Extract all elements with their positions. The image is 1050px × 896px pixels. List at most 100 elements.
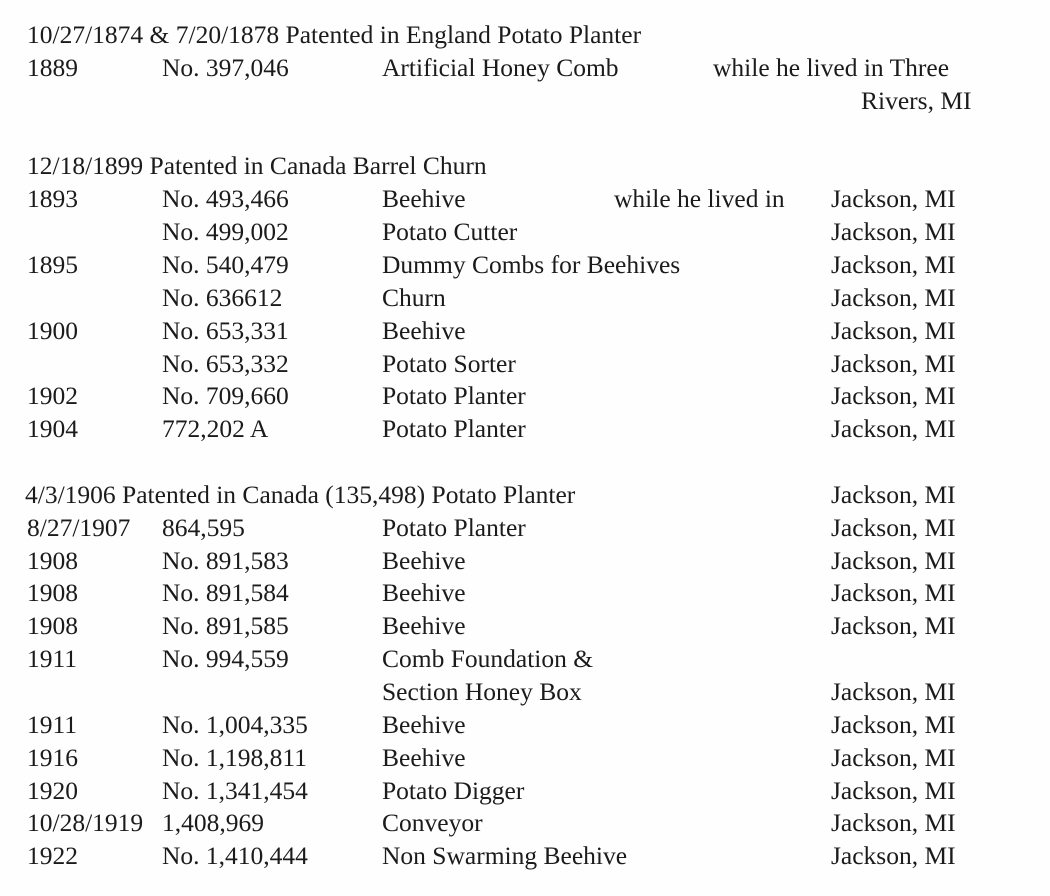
location-cell: Jackson, MI — [831, 841, 956, 871]
location-cell: Jackson, MI — [831, 479, 956, 509]
patent-number-cell: No. 709,660 — [162, 381, 289, 411]
patent-row: 1895 No. 540,479 Dummy Combs for Beehives J… — [0, 248, 1050, 281]
description-cell: Comb Foundation & — [382, 644, 594, 674]
location-cell: Jackson, MI — [831, 611, 956, 641]
patent-number-cell: No. 891,585 — [162, 611, 289, 641]
freeform-text: 10/27/1874 & 7/20/1878 Patented in Engla… — [27, 20, 642, 49]
patent-row: 1893 No. 493,466 Beehive while he lived in J… — [0, 182, 1050, 215]
patent-row: 8/27/1907 864,595 Potato Planter Jackson, M… — [0, 511, 1050, 544]
patent-number-cell: No. 1,410,444 — [162, 841, 308, 871]
location-cell: Rivers, MI — [861, 85, 972, 115]
description-cell: Beehive — [382, 742, 466, 772]
location-cell: Jackson, MI — [831, 348, 956, 378]
year-cell: 1889 — [27, 52, 78, 82]
year-cell: 10/28/1919 — [27, 808, 144, 838]
patent-continuation-row: Rivers, MI — [0, 84, 1050, 117]
patent-heading-row: 10/27/1874 & 7/20/1878 Patented in Engla… — [0, 18, 1050, 51]
location-cell: Jackson, MI — [831, 184, 956, 214]
patent-row: 1911 No. 1,004,335 Beehive Jackson, MI — [0, 708, 1050, 741]
patent-row: No. 636612 Churn Jackson, MI — [0, 281, 1050, 314]
patent-row: No. 499,002 Potato Cutter Jackson, MI — [0, 215, 1050, 248]
note-cell: while he lived in Three — [713, 52, 950, 82]
location-cell: Jackson, MI — [831, 578, 956, 608]
location-cell: Jackson, MI — [831, 217, 956, 247]
location-cell: Jackson, MI — [831, 282, 956, 312]
patent-row: 1900 No. 653,331 Beehive Jackson, MI — [0, 314, 1050, 347]
year-cell: 1920 — [27, 775, 78, 805]
year-cell: 1908 — [27, 611, 78, 641]
location-cell: Jackson, MI — [831, 808, 956, 838]
location-cell: Jackson, MI — [831, 709, 956, 739]
description-cell: Beehive — [382, 184, 466, 214]
description-cell: Potato Planter — [382, 414, 526, 444]
year-cell: 1908 — [27, 578, 78, 608]
note-cell: while he lived in — [614, 184, 785, 214]
year-cell: 1908 — [27, 545, 78, 575]
description-cell: Conveyor — [382, 808, 483, 838]
patent-row: 1889 No. 397,046 Artificial Honey Comb whil… — [0, 51, 1050, 84]
patent-row: 10/28/1919 1,408,969 Conveyor Jackson, MI — [0, 806, 1050, 839]
description-cell: Dummy Combs for Beehives — [382, 249, 681, 279]
patent-row: 1908 No. 891,584 Beehive Jackson, MI — [0, 576, 1050, 609]
description-cell: Churn — [382, 282, 446, 312]
description-cell: Artificial Honey Comb — [382, 52, 619, 82]
patent-number-cell: No. 891,583 — [162, 545, 289, 575]
location-cell: Jackson, MI — [831, 249, 956, 279]
year-cell: 1895 — [27, 249, 78, 279]
patent-number-cell: No. 1,004,335 — [162, 709, 308, 739]
description-cell: Beehive — [382, 578, 466, 608]
location-cell: Jackson, MI — [831, 775, 956, 805]
year-cell: 1904 — [27, 414, 78, 444]
description-cell: Beehive — [382, 315, 466, 345]
year-cell: 1902 — [27, 381, 78, 411]
patent-number-cell: No. 493,466 — [162, 184, 289, 214]
patent-number-cell: No. 653,332 — [162, 348, 289, 378]
location-cell: Jackson, MI — [831, 677, 956, 706]
patent-continuation-row: Section Honey Box Jackson, MI — [0, 675, 1050, 708]
location-cell: Jackson, MI — [831, 414, 956, 444]
patent-row: 1908 No. 891,583 Beehive Jackson, MI — [0, 544, 1050, 577]
location-cell: Jackson, MI — [831, 315, 956, 345]
freeform-text: 12/18/1899 Patented in Canada Barrel Chu… — [27, 151, 487, 181]
patent-number-cell: No. 1,198,811 — [162, 742, 307, 772]
patent-row: 1920 No. 1,341,454 Potato Digger Jackson, M… — [0, 774, 1050, 807]
patent-number-cell: No. 540,479 — [162, 249, 289, 279]
year-cell: 8/27/1907 — [27, 512, 131, 542]
location-cell: Jackson, MI — [831, 545, 956, 575]
patent-number-cell: 1,408,969 — [162, 808, 264, 838]
patent-number-cell: No. 397,046 — [162, 52, 289, 82]
year-cell: 1911 — [27, 644, 78, 674]
year-cell: 1916 — [27, 742, 78, 772]
description-cell: Beehive — [382, 545, 466, 575]
patent-number-cell: No. 636612 — [162, 282, 283, 312]
year-cell: 1922 — [27, 841, 78, 871]
patent-heading-row: 12/18/1899 Patented in Canada Barrel Chu… — [0, 149, 1050, 182]
description-cell: Potato Sorter — [382, 348, 516, 378]
description-cell: Non Swarming Beehive — [382, 841, 628, 871]
location-cell: Jackson, MI — [831, 381, 956, 411]
location-cell: Jackson, MI — [831, 512, 956, 542]
patent-number-cell: No. 499,002 — [162, 217, 289, 247]
description-cell: Beehive — [382, 709, 466, 739]
patent-row: 1908 No. 891,585 Beehive Jackson, MI — [0, 609, 1050, 642]
year-cell: 1911 — [27, 709, 78, 739]
description-cell: Beehive — [382, 611, 466, 641]
description-cell: Section Honey Box — [382, 677, 582, 706]
patent-row: 1902 No. 709,660 Potato Planter Jackson, MI — [0, 379, 1050, 412]
freeform-text: 4/3/1906 Patented in Canada (135,498) Po… — [25, 479, 576, 509]
patent-row: No. 653,332 Potato Sorter Jackson, MI — [0, 347, 1050, 380]
description-cell: Potato Cutter — [382, 217, 518, 247]
patent-number-cell: No. 994,559 — [162, 644, 289, 674]
patent-row: 1911 No. 994,559 Comb Foundation & — [0, 642, 1050, 675]
patent-number-cell: No. 1,341,454 — [162, 775, 308, 805]
patent-row: 1922 No. 1,410,444 Non Swarming Beehive Jac… — [0, 839, 1050, 872]
patent-row: 1904 772,202 A Potato Planter Jackson, MI — [0, 412, 1050, 445]
patent-row: 1916 No. 1,198,811 Beehive Jackson, MI — [0, 741, 1050, 774]
description-cell: Potato Digger — [382, 775, 525, 805]
location-cell: Jackson, MI — [831, 742, 956, 772]
description-cell: Potato Planter — [382, 381, 526, 411]
year-cell: 1900 — [27, 315, 78, 345]
patent-heading-row: 4/3/1906 Patented in Canada (135,498) Po… — [0, 478, 1050, 511]
year-cell: 1893 — [27, 184, 78, 214]
